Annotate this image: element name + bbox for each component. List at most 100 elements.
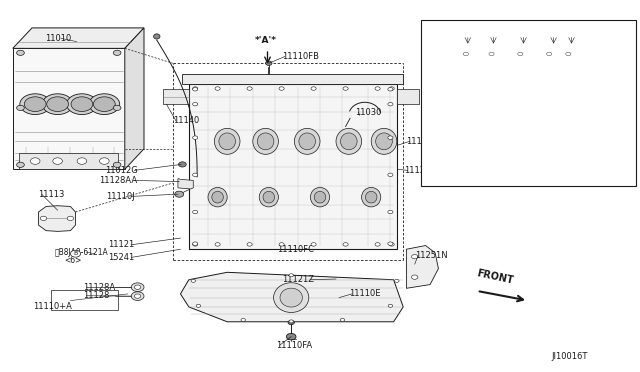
Ellipse shape bbox=[154, 34, 160, 39]
Ellipse shape bbox=[388, 304, 393, 307]
Polygon shape bbox=[178, 179, 193, 189]
Text: 11128AA: 11128AA bbox=[99, 176, 138, 185]
Ellipse shape bbox=[175, 191, 184, 197]
Text: A: A bbox=[566, 161, 570, 167]
Ellipse shape bbox=[193, 87, 198, 90]
Ellipse shape bbox=[241, 318, 246, 321]
Ellipse shape bbox=[42, 94, 73, 115]
Text: C: C bbox=[626, 129, 630, 134]
Ellipse shape bbox=[257, 133, 274, 150]
Text: A: A bbox=[509, 161, 513, 167]
Ellipse shape bbox=[134, 285, 141, 289]
Polygon shape bbox=[125, 28, 144, 169]
Polygon shape bbox=[19, 153, 118, 169]
Polygon shape bbox=[397, 89, 419, 104]
Text: 11121+A: 11121+A bbox=[404, 166, 444, 175]
Ellipse shape bbox=[274, 283, 309, 312]
Ellipse shape bbox=[196, 304, 201, 307]
Polygon shape bbox=[13, 48, 125, 169]
Text: 11030: 11030 bbox=[355, 108, 381, 117]
Text: FRONT: FRONT bbox=[476, 268, 515, 285]
Ellipse shape bbox=[311, 87, 316, 90]
Ellipse shape bbox=[131, 292, 144, 301]
Ellipse shape bbox=[17, 105, 24, 110]
Ellipse shape bbox=[343, 87, 348, 90]
Text: 11110: 11110 bbox=[406, 137, 433, 146]
Ellipse shape bbox=[193, 173, 198, 177]
Ellipse shape bbox=[253, 128, 278, 154]
Ellipse shape bbox=[247, 87, 252, 90]
Text: VIEW 'A': VIEW 'A' bbox=[428, 29, 470, 38]
Ellipse shape bbox=[193, 87, 198, 91]
Text: 11113: 11113 bbox=[38, 190, 65, 199]
Ellipse shape bbox=[89, 94, 120, 115]
Ellipse shape bbox=[279, 243, 284, 246]
Ellipse shape bbox=[389, 87, 394, 90]
Text: 11128: 11128 bbox=[83, 291, 109, 300]
Text: 11012G: 11012G bbox=[105, 166, 138, 175]
Ellipse shape bbox=[489, 52, 494, 56]
Ellipse shape bbox=[343, 243, 348, 246]
Text: A---Ⓑ08120-8251E  B···11110B: A---Ⓑ08120-8251E B···11110B bbox=[426, 157, 520, 163]
Polygon shape bbox=[450, 58, 575, 158]
Text: 11140: 11140 bbox=[173, 116, 199, 125]
Ellipse shape bbox=[193, 242, 198, 246]
Ellipse shape bbox=[375, 87, 380, 90]
Text: 11110+A: 11110+A bbox=[33, 302, 72, 311]
Ellipse shape bbox=[67, 94, 97, 115]
Text: *'A'*: *'A'* bbox=[255, 36, 276, 45]
Ellipse shape bbox=[193, 102, 198, 106]
Ellipse shape bbox=[518, 52, 523, 56]
Ellipse shape bbox=[93, 97, 115, 112]
Ellipse shape bbox=[365, 191, 377, 203]
Ellipse shape bbox=[31, 158, 40, 164]
Text: C: C bbox=[626, 58, 630, 63]
Ellipse shape bbox=[388, 87, 393, 91]
Ellipse shape bbox=[193, 210, 198, 214]
Polygon shape bbox=[13, 28, 144, 48]
Ellipse shape bbox=[214, 128, 240, 154]
Text: 11121Z: 11121Z bbox=[282, 275, 314, 284]
Ellipse shape bbox=[289, 274, 293, 277]
Ellipse shape bbox=[362, 187, 381, 207]
Ellipse shape bbox=[463, 52, 468, 56]
Ellipse shape bbox=[311, 243, 316, 246]
Ellipse shape bbox=[67, 216, 74, 221]
Polygon shape bbox=[461, 69, 568, 148]
Ellipse shape bbox=[340, 133, 357, 150]
Ellipse shape bbox=[412, 275, 418, 279]
Ellipse shape bbox=[263, 191, 275, 203]
Ellipse shape bbox=[394, 279, 399, 282]
Bar bbox=[51, 290, 118, 310]
Ellipse shape bbox=[215, 243, 220, 246]
Ellipse shape bbox=[134, 294, 141, 298]
Text: B: B bbox=[74, 251, 77, 256]
Text: 11110E: 11110E bbox=[349, 289, 380, 298]
Ellipse shape bbox=[52, 158, 62, 164]
Ellipse shape bbox=[113, 50, 121, 55]
Ellipse shape bbox=[259, 187, 278, 207]
Ellipse shape bbox=[215, 87, 220, 90]
Ellipse shape bbox=[289, 320, 293, 323]
Ellipse shape bbox=[566, 52, 571, 56]
Ellipse shape bbox=[17, 50, 24, 55]
Ellipse shape bbox=[340, 318, 345, 321]
Text: 11121: 11121 bbox=[108, 240, 134, 249]
Ellipse shape bbox=[388, 136, 393, 140]
Ellipse shape bbox=[212, 191, 223, 203]
Bar bbox=[421, 20, 636, 186]
Text: 11110FC: 11110FC bbox=[276, 245, 314, 254]
Polygon shape bbox=[180, 272, 403, 322]
Text: ⒷB8JA8-6121A: ⒷB8JA8-6121A bbox=[54, 248, 108, 257]
Ellipse shape bbox=[388, 210, 393, 214]
Polygon shape bbox=[406, 246, 438, 288]
Polygon shape bbox=[182, 74, 403, 84]
Ellipse shape bbox=[70, 250, 81, 257]
Ellipse shape bbox=[375, 243, 380, 246]
Text: A: A bbox=[458, 161, 461, 167]
Text: 11251N: 11251N bbox=[415, 251, 447, 260]
Text: B: B bbox=[426, 129, 431, 134]
Ellipse shape bbox=[71, 97, 93, 112]
Ellipse shape bbox=[412, 254, 418, 259]
Text: C: C bbox=[426, 58, 431, 63]
